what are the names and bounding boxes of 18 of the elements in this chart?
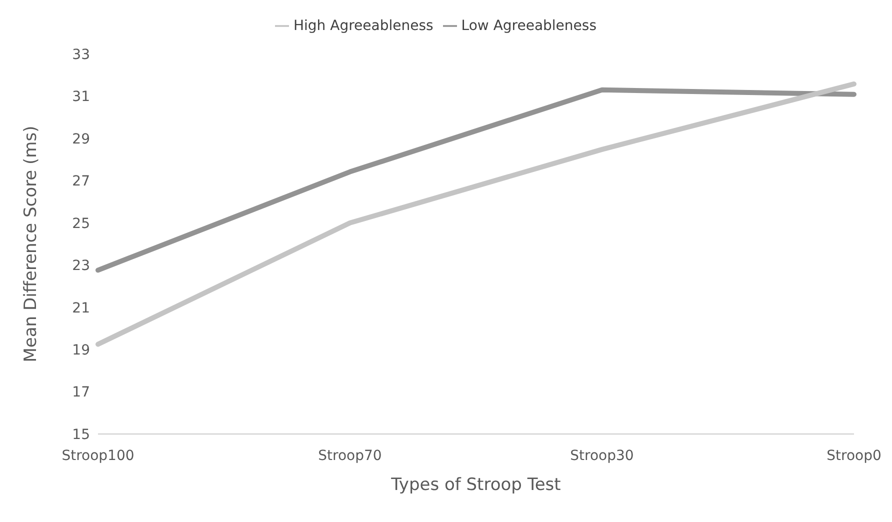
x-tick-label: Stroop100 xyxy=(62,448,134,464)
y-tick-label: 15 xyxy=(72,426,90,443)
x-tick-label: Stroop0 xyxy=(826,448,882,464)
y-tick-label: 19 xyxy=(72,342,90,359)
y-tick-label: 33 xyxy=(72,46,90,63)
legend-label: Low Agreeableness xyxy=(461,18,596,34)
y-axis-title: Mean Difference Score (ms) xyxy=(21,126,42,362)
x-tick-label: Stroop70 xyxy=(318,448,382,464)
y-tick-label: 23 xyxy=(72,258,90,274)
legend-label: High Agreeableness xyxy=(293,18,434,34)
x-axis-title: Types of Stroop Test xyxy=(390,475,562,495)
x-tick-label: Stroop30 xyxy=(570,448,634,464)
y-tick-label: 25 xyxy=(72,216,90,232)
y-tick-label: 21 xyxy=(72,300,90,316)
y-tick-label: 29 xyxy=(72,131,90,148)
y-tick-label: 27 xyxy=(72,174,90,190)
y-tick-label: 31 xyxy=(72,89,90,106)
y-tick-label: 17 xyxy=(72,384,90,401)
